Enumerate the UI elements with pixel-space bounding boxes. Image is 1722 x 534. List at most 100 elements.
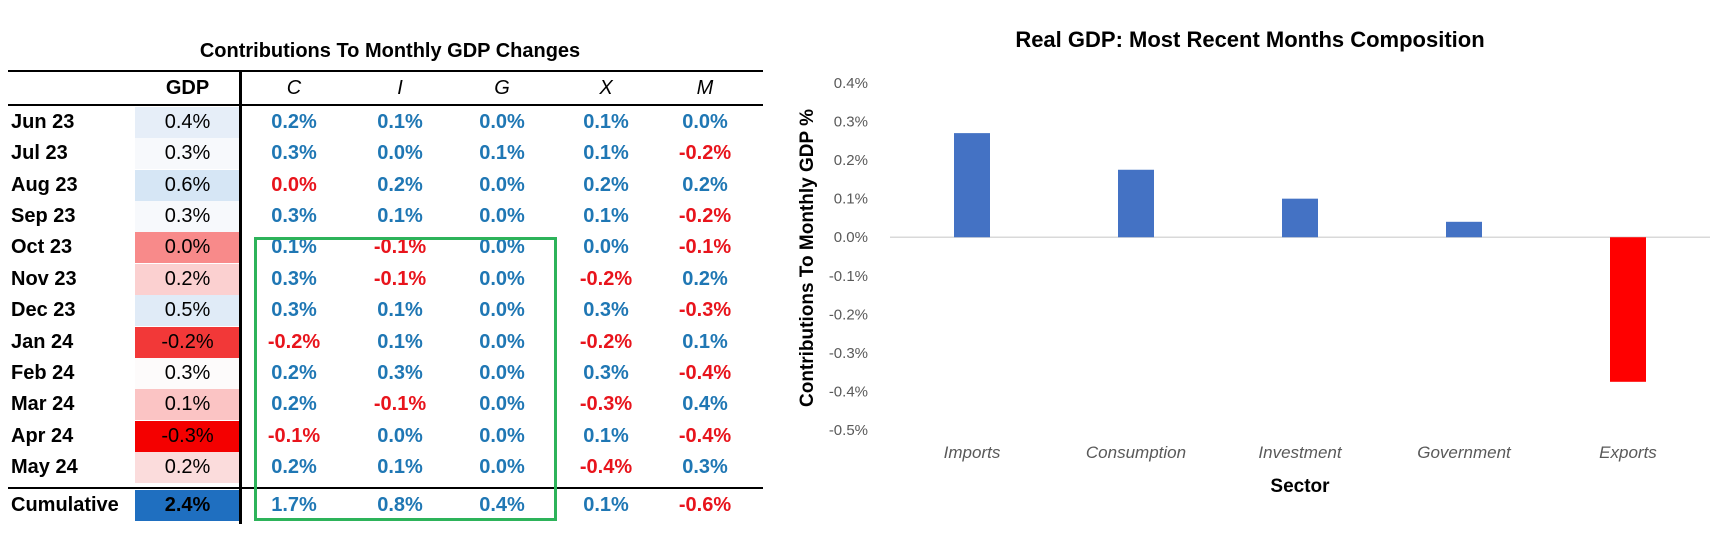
row-label: May 24	[11, 456, 78, 478]
y-tick-label: -0.2%	[829, 306, 868, 323]
gdp-cell: 0.2%	[135, 452, 240, 483]
contribution-cell: 0.1%	[377, 111, 423, 133]
table-row: Jan 24 -0.2% -0.2% 0.1% 0.0% -0.2% 0.1%	[0, 327, 780, 358]
contribution-cell: 0.0%	[271, 174, 317, 196]
contribution-cell: 0.2%	[682, 268, 728, 290]
contribution-cell: 0.0%	[479, 299, 525, 321]
row-label: Nov 23	[11, 268, 77, 290]
contribution-cell: 0.0%	[682, 111, 728, 133]
row-label: Oct 23	[11, 236, 73, 258]
contribution-cell: 0.1%	[583, 111, 629, 133]
contribution-cell: 0.0%	[377, 142, 423, 164]
y-tick-label: -0.1%	[829, 268, 868, 285]
contribution-cell: 0.2%	[583, 174, 629, 196]
table-row: Apr 24 -0.3% -0.1% 0.0% 0.0% 0.1% -0.4%	[0, 421, 780, 452]
contribution-cell: 0.0%	[479, 236, 525, 258]
table-row: May 24 0.2% 0.2% 0.1% 0.0% -0.4% 0.3%	[0, 452, 780, 483]
x-axis-title: Sector	[1270, 476, 1330, 497]
contribution-cell: -0.2%	[678, 142, 732, 164]
gdp-cell: 0.3%	[135, 138, 240, 169]
composition-chart: Real GDP: Most Recent Months Composition…	[780, 0, 1722, 534]
contribution-cell: -0.6%	[678, 494, 732, 516]
table-row: Jul 23 0.3% 0.3% 0.0% 0.1% 0.1% -0.2%	[0, 138, 780, 169]
y-tick-label: -0.5%	[829, 422, 868, 439]
contribution-cell: -0.2%	[267, 331, 321, 353]
contribution-cell: 0.2%	[377, 174, 423, 196]
contribution-cell: 0.3%	[377, 362, 423, 384]
contribution-cell: -0.3%	[579, 393, 633, 415]
contributions-table: Contributions To Monthly GDP Changes GDP…	[0, 0, 780, 534]
table-row: Jun 23 0.4% 0.2% 0.1% 0.0% 0.1% 0.0%	[0, 107, 780, 138]
gdp-divider	[239, 72, 242, 524]
contribution-cell: 0.3%	[271, 299, 317, 321]
contribution-cell: 0.3%	[682, 456, 728, 478]
contribution-cell: 0.0%	[479, 425, 525, 447]
bar-exports	[1610, 237, 1646, 382]
gdp-cell: 0.0%	[135, 232, 240, 263]
header-m: M	[696, 77, 714, 99]
contribution-cell: -0.1%	[373, 393, 427, 415]
contribution-cell: 0.1%	[682, 331, 728, 353]
gdp-cell: -0.2%	[135, 327, 240, 358]
gdp-cell: 2.4%	[135, 490, 240, 521]
row-label: Jun 23	[11, 111, 75, 133]
contribution-cell: 0.1%	[583, 142, 629, 164]
contribution-cell: 0.0%	[479, 205, 525, 227]
contribution-cell: 0.3%	[583, 362, 629, 384]
contribution-cell: 0.3%	[583, 299, 629, 321]
contribution-cell: 0.3%	[271, 205, 317, 227]
table-row: Sep 23 0.3% 0.3% 0.1% 0.0% 0.1% -0.2%	[0, 201, 780, 232]
contribution-cell: 0.2%	[271, 111, 317, 133]
x-tick-label: Imports	[944, 443, 1001, 462]
contribution-cell: 0.1%	[583, 205, 629, 227]
gdp-cell: 0.1%	[135, 389, 240, 420]
row-label: Mar 24	[11, 393, 75, 415]
y-tick-label: 0.1%	[834, 191, 868, 208]
contribution-cell: 0.1%	[479, 142, 525, 164]
contribution-cell: 0.4%	[479, 494, 525, 516]
contribution-cell: 0.1%	[271, 236, 317, 258]
header-bottom-rule	[8, 104, 763, 106]
contribution-cell: 0.2%	[682, 174, 728, 196]
contribution-cell: 0.4%	[682, 393, 728, 415]
header-g: G	[494, 77, 510, 99]
contribution-cell: 0.0%	[479, 111, 525, 133]
contribution-cell: 0.1%	[377, 456, 423, 478]
contribution-cell: -0.4%	[678, 425, 732, 447]
contribution-cell: 0.0%	[479, 362, 525, 384]
contribution-cell: -0.1%	[373, 236, 427, 258]
contribution-cell: 0.1%	[583, 494, 629, 516]
highlight-box	[254, 237, 557, 521]
bar-government	[1446, 221, 1482, 238]
x-tick-label: Government	[1417, 443, 1512, 462]
table-row: Aug 23 0.6% 0.0% 0.2% 0.0% 0.2% 0.2%	[0, 170, 780, 201]
contribution-cell: 1.7%	[271, 494, 317, 516]
contribution-cell: -0.1%	[373, 268, 427, 290]
row-label: Aug 23	[11, 174, 78, 196]
contribution-cell: 0.0%	[479, 268, 525, 290]
contribution-cell: 0.0%	[479, 331, 525, 353]
gdp-cell: 0.3%	[135, 358, 240, 389]
bar-imports	[954, 133, 990, 238]
x-tick-label: Consumption	[1086, 443, 1186, 462]
bar-investment	[1282, 198, 1318, 238]
contribution-cell: 0.1%	[583, 425, 629, 447]
row-label: Jul 23	[11, 142, 68, 164]
y-axis-title: Contributions To Monthly GDP %	[797, 109, 818, 407]
contribution-cell: 0.1%	[377, 299, 423, 321]
gdp-cell: 0.3%	[135, 201, 240, 232]
gdp-cell: 0.2%	[135, 264, 240, 295]
row-label: Feb 24	[11, 362, 75, 384]
header-top-rule	[8, 70, 763, 72]
contribution-cell: -0.4%	[579, 456, 633, 478]
row-label: Apr 24	[11, 425, 74, 447]
header-gdp: GDP	[165, 77, 210, 99]
contribution-cell: -0.2%	[579, 331, 633, 353]
gdp-cell: 0.5%	[135, 295, 240, 326]
contribution-cell: 0.2%	[271, 362, 317, 384]
header-c: C	[286, 77, 302, 99]
contribution-cell: 0.2%	[271, 456, 317, 478]
table-row: Nov 23 0.2% 0.3% -0.1% 0.0% -0.2% 0.2%	[0, 264, 780, 295]
table-title: Contributions To Monthly GDP Changes	[199, 40, 581, 62]
bar-consumption	[1118, 169, 1154, 238]
